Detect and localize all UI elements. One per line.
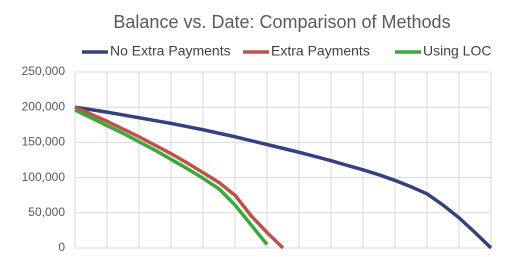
legend-label: No Extra Payments bbox=[110, 43, 231, 59]
y-tick-label: 150,000 bbox=[22, 135, 66, 149]
y-tick-label: 0 bbox=[58, 240, 65, 254]
chart-title: Balance vs. Date: Comparison of Methods bbox=[113, 12, 450, 32]
y-tick-label: 100,000 bbox=[22, 170, 66, 184]
y-tick-label: 50,000 bbox=[28, 205, 65, 219]
series-line bbox=[74, 105, 285, 250]
legend-label: Extra Payments bbox=[271, 43, 370, 59]
series-line bbox=[74, 105, 493, 250]
y-tick-label: 250,000 bbox=[22, 64, 66, 78]
y-tick-label: 200,000 bbox=[22, 99, 66, 113]
legend-label: Using LOC bbox=[423, 43, 491, 59]
series-line bbox=[74, 108, 269, 246]
